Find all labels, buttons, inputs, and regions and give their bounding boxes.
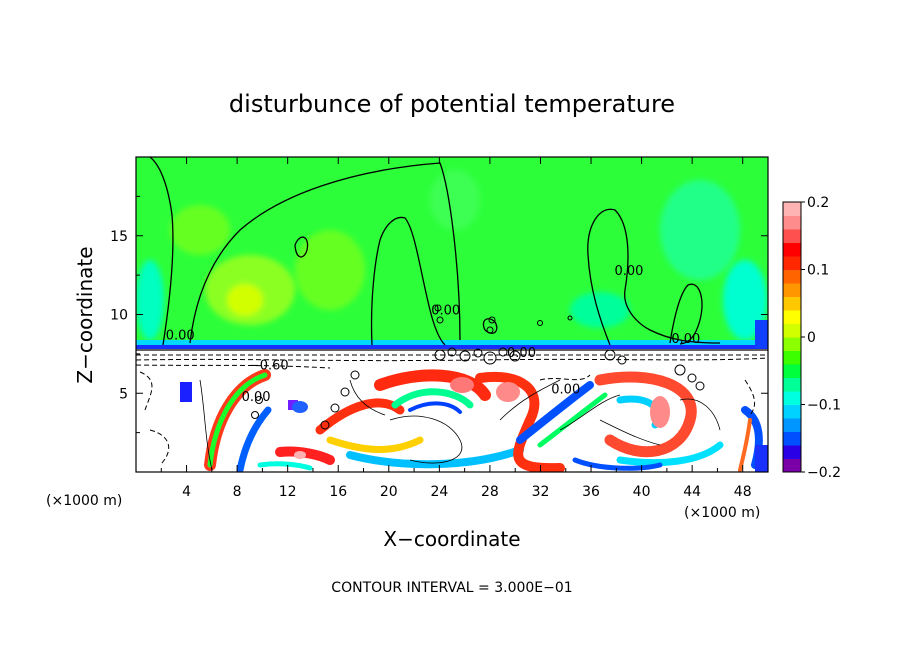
contour-lines bbox=[136, 157, 768, 351]
x-axis-label: X−coordinate bbox=[383, 527, 520, 551]
colorbar-swatch bbox=[783, 445, 801, 459]
colorbar-swatch bbox=[783, 418, 801, 432]
colorbar-swatch bbox=[783, 404, 801, 419]
contour-label: 0.00 bbox=[614, 264, 643, 279]
y-axis-label: Z−coordinate bbox=[73, 246, 97, 383]
warm-cores bbox=[294, 377, 670, 459]
colorbar-swatch bbox=[783, 350, 801, 365]
colorbar: −0.2 −0.1 0 0.1 0.2 bbox=[782, 195, 841, 481]
cold-spots bbox=[180, 382, 768, 472]
colorbar-swatch bbox=[783, 364, 801, 378]
x-unit-left: (×1000 m) bbox=[46, 493, 122, 509]
contour-label: 0.00 bbox=[166, 329, 195, 344]
contour-lines-thin bbox=[199, 379, 721, 471]
contour-interval-note: CONTOUR INTERVAL = 3.000E−01 bbox=[331, 580, 572, 596]
contour-label: 0.00 bbox=[507, 346, 536, 361]
colorbar-swatch bbox=[783, 391, 801, 405]
contour-label: −0.60 bbox=[249, 359, 289, 374]
convective-eddies bbox=[204, 369, 763, 472]
colorbar-tick-label: 0.2 bbox=[807, 195, 829, 211]
chart-title: disturbunce of potential temperature bbox=[229, 90, 675, 118]
negative-contours bbox=[136, 354, 768, 466]
contour-label: 0.00 bbox=[551, 382, 580, 397]
colorbar-tick-label: 0.1 bbox=[807, 263, 829, 279]
x-tick-label: 20 bbox=[380, 484, 398, 500]
contour-clusters bbox=[251, 304, 705, 430]
y-tick-label: 10 bbox=[110, 308, 128, 324]
colorbar-tick-label: 0 bbox=[807, 330, 816, 346]
inversion-edge-right bbox=[755, 320, 768, 348]
colorbar-swatch bbox=[783, 337, 801, 351]
colorbar-swatch bbox=[783, 215, 801, 230]
x-tick-label: 16 bbox=[329, 484, 347, 500]
colorbar-swatch bbox=[783, 458, 801, 473]
colorbar-swatch bbox=[783, 202, 801, 216]
colorbar-swatch bbox=[783, 377, 801, 392]
inversion-blue bbox=[136, 340, 768, 345]
x-tick-label: 4 bbox=[182, 484, 191, 500]
upper-layer-anomalies bbox=[136, 170, 767, 340]
contour-labels: 0.00 −0.60 0.00 0.00 0.00 0.00 0.00 0.00 bbox=[166, 264, 701, 405]
x-tick-label: 48 bbox=[734, 484, 752, 500]
x-tick-label: 12 bbox=[279, 484, 297, 500]
colorbar-swatch bbox=[783, 323, 801, 338]
y-axis: 5 10 15 bbox=[110, 195, 768, 434]
x-tick-label: 32 bbox=[532, 484, 550, 500]
colorbar-swatch bbox=[783, 242, 801, 257]
x-axis: 4 8 12 16 20 24 28 32 36 40 44 48 bbox=[160, 157, 752, 500]
colorbar-swatch bbox=[783, 431, 801, 446]
y-tick-label: 5 bbox=[119, 386, 128, 402]
y-tick-label: 15 bbox=[110, 229, 128, 245]
contour-label: 0.00 bbox=[671, 332, 700, 347]
x-tick-label: 36 bbox=[582, 484, 600, 500]
colorbar-swatch bbox=[783, 269, 801, 284]
plot-area: 0.00 −0.60 0.00 0.00 0.00 0.00 0.00 0.00 bbox=[136, 157, 768, 472]
x-tick-label: 8 bbox=[233, 484, 242, 500]
x-tick-label: 44 bbox=[683, 484, 701, 500]
colorbar-tick-label: −0.1 bbox=[807, 398, 841, 414]
inversion-dark bbox=[136, 345, 768, 349]
contour-label: 0.00 bbox=[242, 390, 271, 405]
colorbar-swatch bbox=[783, 256, 801, 270]
colorbar-swatch bbox=[783, 283, 801, 297]
x-unit-right: (×1000 m) bbox=[684, 505, 760, 521]
x-tick-label: 24 bbox=[430, 484, 448, 500]
colorbar-swatch bbox=[783, 296, 801, 311]
x-tick-label: 28 bbox=[481, 484, 499, 500]
colorbar-swatch bbox=[783, 310, 801, 324]
colorbar-tick-label: −0.2 bbox=[807, 465, 841, 481]
contour-label: 0.00 bbox=[431, 304, 460, 319]
colorbar-swatch bbox=[783, 229, 801, 243]
x-tick-label: 40 bbox=[633, 484, 651, 500]
